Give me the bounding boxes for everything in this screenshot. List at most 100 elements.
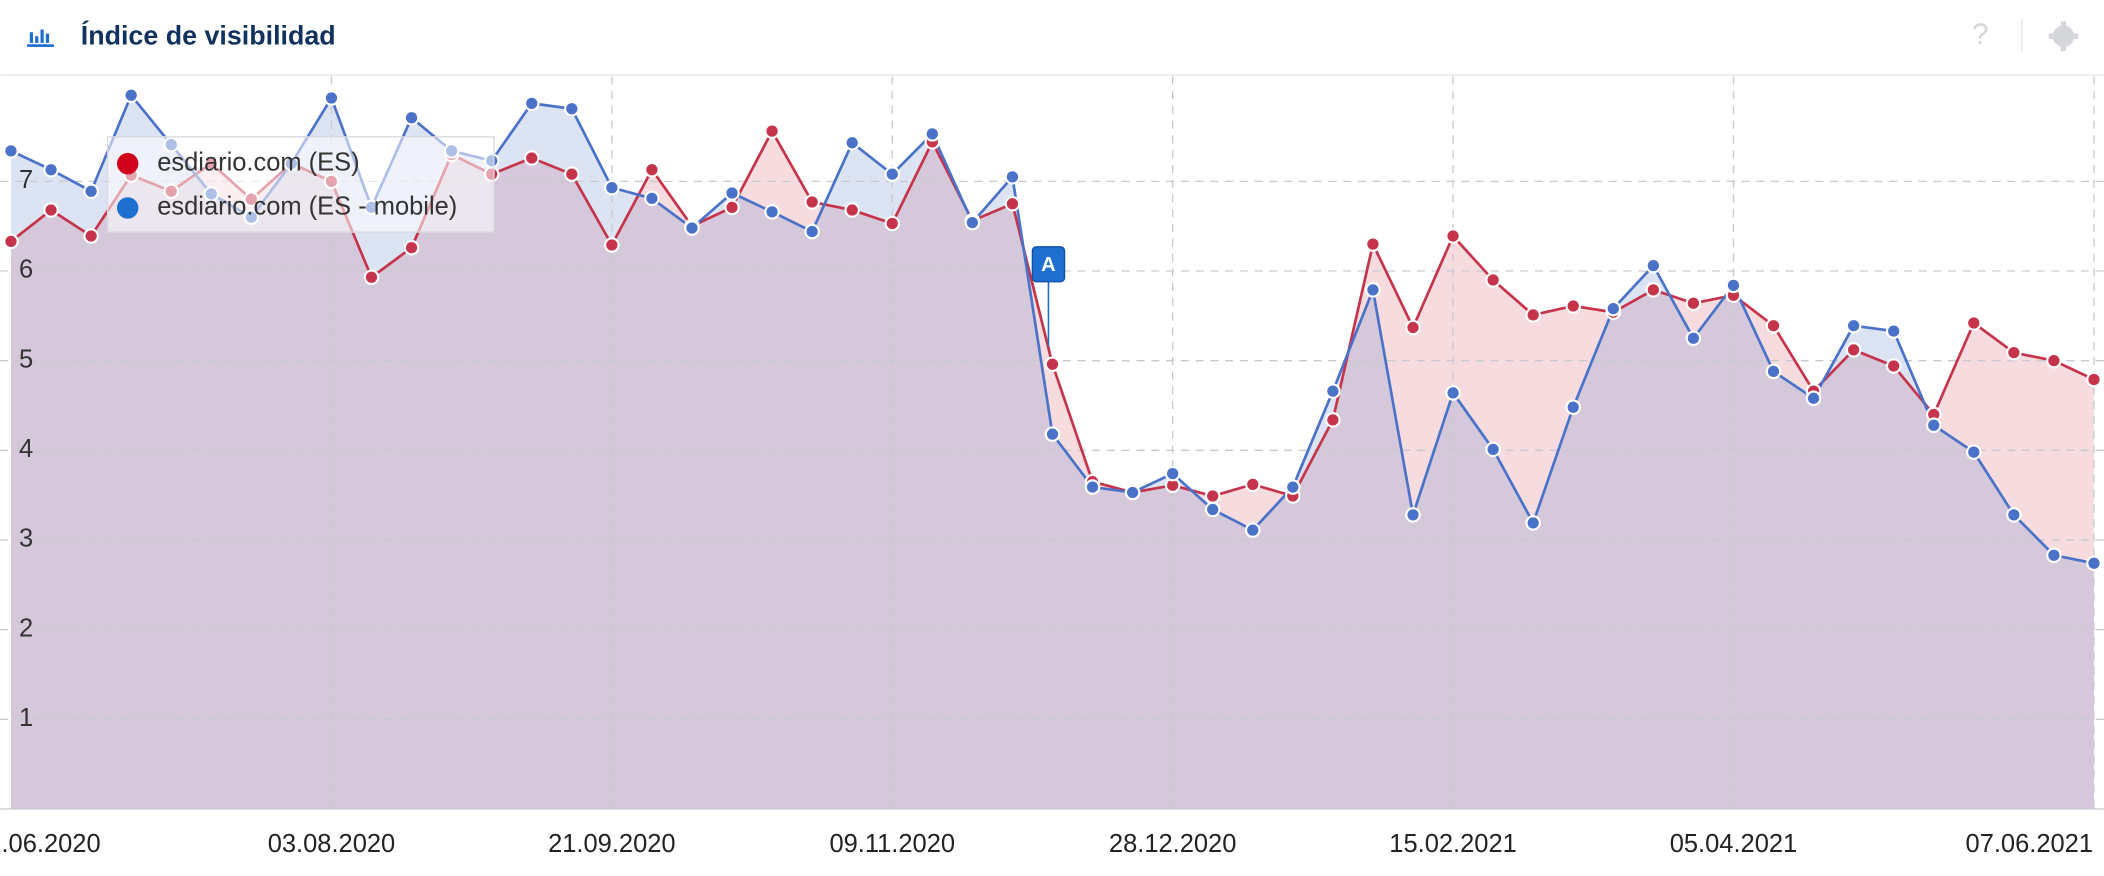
y-tick-label: 2 (19, 614, 33, 642)
data-point (564, 166, 580, 182)
data-point (1805, 390, 1822, 407)
settings-icon[interactable] (2048, 21, 2079, 51)
chart-icon (27, 29, 54, 47)
x-tick-label: 09.11.2020 (829, 830, 955, 858)
data-point (123, 87, 139, 104)
y-tick-label: 7 (19, 166, 33, 194)
help-icon[interactable]: ? (1972, 18, 1988, 51)
data-point (1445, 228, 1461, 244)
data-point (1445, 385, 1461, 401)
data-point (604, 179, 620, 196)
legend-label: esdiario.com (ES) (157, 148, 359, 176)
data-point (1204, 501, 1221, 518)
data-point (1325, 383, 1341, 399)
data-point (1485, 441, 1501, 458)
data-point (403, 239, 420, 256)
data-point (1685, 295, 1702, 312)
data-point (1565, 298, 1582, 314)
data-point (1565, 399, 1582, 416)
data-point (644, 161, 660, 178)
y-tick-label: 4 (19, 435, 33, 463)
data-point (2086, 555, 2102, 572)
data-point (1365, 282, 1381, 298)
data-point (1885, 323, 1902, 339)
data-point (844, 135, 860, 151)
data-point (1765, 317, 1782, 334)
data-point (924, 126, 941, 142)
series-area (10, 95, 2094, 809)
data-point (1525, 515, 1541, 531)
data-point (1244, 522, 1261, 538)
data-point (884, 215, 901, 232)
legend-box (106, 136, 495, 233)
data-point (1725, 277, 1742, 294)
series-area (10, 131, 2094, 809)
y-tick-label: 3 (19, 525, 33, 553)
annotation-label: A (1041, 254, 1056, 276)
data-point (1645, 282, 1662, 298)
data-point (724, 199, 740, 216)
data-point (964, 214, 981, 231)
data-point (564, 100, 580, 117)
data-point (1204, 488, 1221, 504)
data-point (844, 202, 860, 218)
data-point (1885, 358, 1902, 374)
data-point (43, 161, 59, 178)
data-point (804, 194, 820, 210)
data-point (1004, 169, 1021, 185)
header-bar (0, 0, 2104, 76)
data-point (684, 220, 700, 236)
data-point (1525, 307, 1541, 323)
data-point (1405, 507, 1421, 523)
data-point (764, 204, 780, 220)
data-point (2086, 371, 2102, 388)
data-point (1645, 257, 1662, 274)
data-point (1044, 426, 1061, 442)
x-tick-label: 28.12.2020 (1109, 830, 1236, 858)
data-point (2006, 344, 2022, 361)
data-point (1485, 272, 1501, 288)
x-tick-label: 03.08.2020 (268, 830, 395, 858)
data-point (2006, 507, 2022, 523)
x-tick-label: 07.06.2021 (1966, 830, 2093, 858)
data-point (523, 95, 540, 112)
data-point (804, 223, 820, 240)
data-point (3, 143, 19, 159)
data-point (1124, 484, 1141, 501)
data-point (403, 109, 420, 126)
data-point (1164, 465, 1181, 482)
x-tick-label: 15.02.2021 (1389, 830, 1516, 858)
data-point (1765, 363, 1782, 380)
x-tick-label: 05.04.2021 (1670, 830, 1797, 858)
legend-marker (116, 152, 139, 175)
data-point (1084, 479, 1101, 495)
y-tick-label: 1 (19, 704, 33, 732)
data-point (1845, 317, 1862, 334)
data-point (1325, 412, 1341, 428)
data-point (1605, 300, 1622, 317)
data-point (1966, 444, 1982, 460)
data-point (884, 166, 901, 182)
data-point (83, 228, 99, 244)
data-point (604, 237, 620, 253)
data-point (523, 150, 540, 166)
data-point (1845, 342, 1862, 358)
data-point (1244, 476, 1261, 493)
data-point (3, 233, 19, 250)
data-point (1405, 319, 1421, 336)
y-tick-label: 5 (19, 345, 33, 373)
data-point (363, 269, 380, 286)
data-point (764, 123, 780, 139)
chart-title: Índice de visibilidad (81, 20, 336, 51)
data-point (1365, 236, 1381, 252)
legend-marker (116, 197, 139, 219)
data-point (1685, 330, 1702, 347)
data-point (1285, 479, 1301, 495)
data-point (644, 190, 660, 207)
data-point (2046, 352, 2062, 369)
data-point (1925, 417, 1942, 433)
data-point (2046, 547, 2062, 563)
data-point (323, 90, 340, 106)
